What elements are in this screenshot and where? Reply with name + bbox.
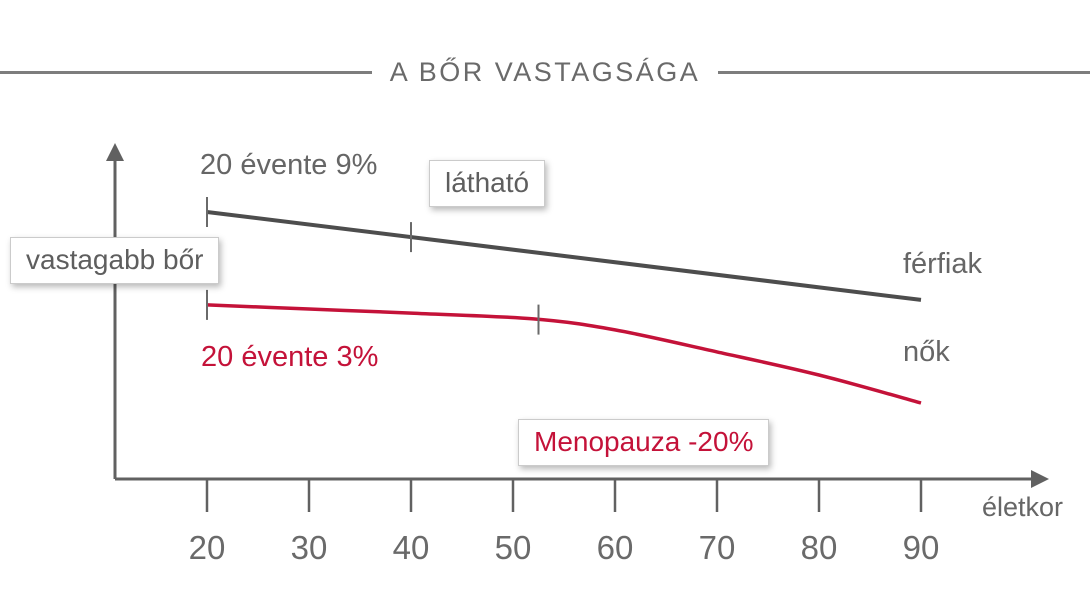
women-rate-annotation: 20 évente 3%: [201, 341, 379, 373]
line-interval-markers: [206, 197, 540, 335]
series-line-férfiak: [206, 210, 922, 302]
x-tick-label-50: 50: [494, 529, 532, 566]
title-rule-right: [718, 70, 1090, 74]
x-tick-label-20: 20: [188, 529, 226, 566]
x-tick-label-70: 70: [698, 529, 736, 566]
x-axis-ticks: [205, 480, 923, 512]
title-rule-left: [0, 70, 372, 74]
x-tick-label-30: 30: [290, 529, 328, 566]
x-tick-label-60: 60: [596, 529, 634, 566]
thicker-skin-callout-box: vastagabb bőr: [10, 237, 220, 284]
x-tick-label-90: 90: [902, 529, 940, 566]
page-title: A BŐR VASTAGSÁGA: [389, 56, 701, 87]
men-series-label: férfiak: [903, 248, 982, 280]
x-axis-caption: életkor: [982, 492, 1064, 522]
women-series-label: nők: [903, 336, 950, 368]
visible-callout-box: látható: [429, 160, 546, 207]
series-lines: [206, 210, 922, 405]
x-axis-arrow-icon: [1031, 470, 1049, 488]
x-tick-label-40: 40: [392, 529, 430, 566]
x-tick-label-80: 80: [800, 529, 838, 566]
y-axis-arrow-icon: [106, 143, 124, 161]
men-rate-annotation: 20 évente 9%: [200, 149, 378, 181]
title-row: A BŐR VASTAGSÁGA: [0, 56, 1090, 88]
series-line-nők: [206, 303, 922, 405]
menopause-callout-box: Menopauza -20%: [518, 419, 770, 466]
